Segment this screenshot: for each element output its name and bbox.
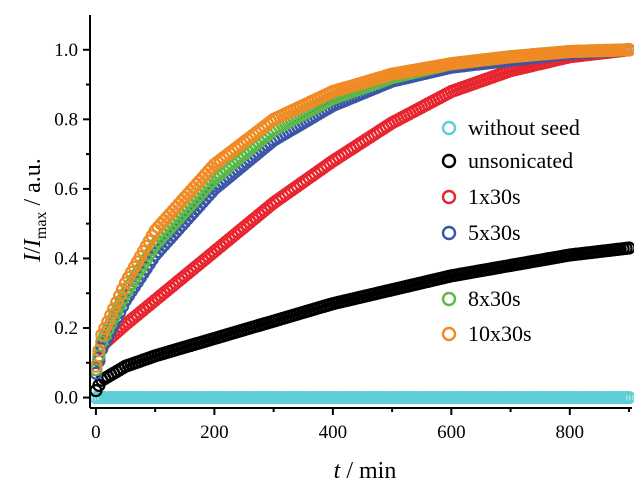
x-tick-label: 800 bbox=[556, 422, 585, 443]
y-axis-ticks: 0.0 0.2 0.4 0.6 0.8 1.0 bbox=[54, 40, 90, 409]
x-tick-label: 400 bbox=[319, 422, 348, 443]
data-point bbox=[104, 308, 118, 323]
series-10x30s bbox=[89, 43, 634, 373]
data-point bbox=[98, 321, 112, 336]
plot-points bbox=[89, 43, 634, 405]
data-point bbox=[92, 344, 106, 358]
data-point bbox=[115, 282, 130, 296]
series-unsonicated bbox=[89, 241, 634, 398]
legend-label: 10x30s bbox=[468, 321, 532, 346]
data-point bbox=[95, 328, 109, 342]
legend-label: without seed bbox=[468, 115, 580, 140]
y-tick-label: 0.0 bbox=[54, 388, 78, 409]
x-axis-title-unit: / min bbox=[340, 458, 396, 484]
legend-label: 1x30s bbox=[468, 184, 521, 209]
x-axis-title-var: t bbox=[334, 458, 342, 484]
data-point bbox=[622, 241, 634, 255]
y-tick-label: 0.2 bbox=[54, 318, 78, 339]
legend-marker bbox=[441, 189, 457, 205]
x-axis-title: t / min bbox=[334, 458, 397, 484]
data-point bbox=[107, 302, 121, 316]
legend: without seed unsonicated 1x30s 5x30s 8x30s 10… bbox=[441, 115, 580, 346]
legend-label: 8x30s bbox=[468, 286, 521, 311]
data-point bbox=[101, 315, 115, 329]
legend-label: 5x30s bbox=[468, 220, 521, 245]
data-point bbox=[622, 390, 634, 405]
x-tick-label: 0 bbox=[91, 422, 101, 443]
legend-marker bbox=[441, 326, 457, 342]
legend-marker bbox=[441, 120, 457, 136]
data-point bbox=[110, 295, 124, 309]
y-axis-title-unit: / a.u. bbox=[20, 158, 46, 211]
x-axis-ticks: 0 200 400 600 800 bbox=[91, 408, 631, 443]
data-point bbox=[113, 289, 127, 303]
series-without-seed bbox=[89, 390, 634, 405]
y-axis-title: I/Imax / a.u. bbox=[20, 158, 50, 263]
x-tick-label: 200 bbox=[200, 422, 229, 443]
y-axis-title-var1: I bbox=[20, 253, 46, 263]
data-point bbox=[622, 43, 634, 57]
y-tick-label: 1.0 bbox=[54, 40, 78, 61]
legend-marker bbox=[441, 153, 457, 169]
axes bbox=[89, 15, 632, 409]
y-tick-label: 0.4 bbox=[54, 248, 78, 269]
y-axis-title-var2: I bbox=[20, 238, 46, 248]
legend-marker bbox=[441, 291, 457, 307]
legend-marker bbox=[441, 225, 457, 241]
y-tick-label: 0.6 bbox=[54, 179, 78, 200]
y-tick-label: 0.8 bbox=[54, 109, 78, 130]
y-axis-title-slash: / bbox=[20, 247, 46, 254]
legend-label: unsonicated bbox=[468, 148, 573, 173]
y-axis-title-sub: max bbox=[33, 212, 50, 240]
x-tick-label: 600 bbox=[437, 422, 466, 443]
